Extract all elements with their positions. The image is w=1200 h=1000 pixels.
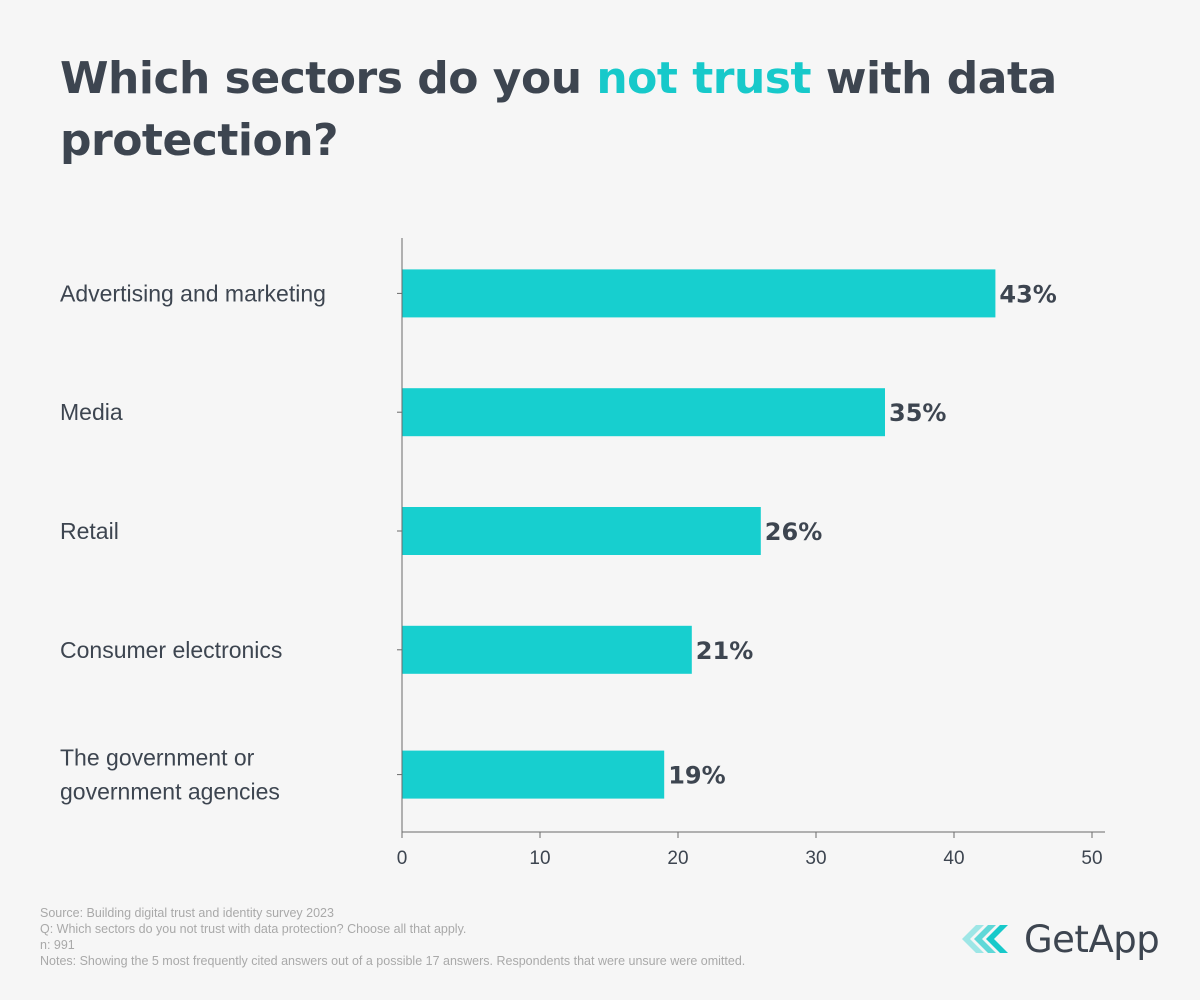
bar-value-label: 43%	[999, 280, 1056, 308]
getapp-logo: GetApp	[962, 916, 1160, 962]
x-tick-label: 10	[529, 848, 550, 869]
footer-question: Q: Which sectors do you not trust with d…	[40, 922, 467, 936]
x-tick-label: 30	[805, 848, 826, 869]
category-label: Retail	[60, 518, 119, 544]
chart-title: Which sectors do you not trust with data…	[60, 48, 1140, 172]
bar-value-label: 21%	[696, 637, 753, 665]
category-labels-layer: Advertising and marketing Media Retail Cons…	[60, 280, 326, 804]
getapp-chevrons-icon	[962, 925, 1008, 953]
bar-value-label: 26%	[765, 518, 822, 546]
title-prefix: Which sectors do you	[60, 53, 597, 104]
bar	[402, 507, 761, 555]
footer-n: n: 991	[40, 938, 75, 952]
category-label: government agencies	[60, 779, 280, 805]
bar	[402, 625, 692, 674]
bar-value-label: 19%	[668, 762, 725, 790]
bar	[402, 269, 996, 318]
bars-layer: 43% 35% 26% 21% 19%	[402, 269, 1057, 799]
footer-notes-text: Notes: Showing the 5 most frequently cit…	[40, 954, 746, 968]
x-tick-label: 40	[943, 848, 964, 869]
x-tick-label: 20	[667, 848, 688, 869]
axis-layer: 0 10 20 30 40 50	[397, 238, 1105, 869]
bar	[402, 388, 885, 437]
bar-value-label: 35%	[889, 399, 946, 427]
footer-source: Source: Building digital trust and ident…	[40, 906, 334, 920]
category-label: Media	[60, 399, 123, 425]
title-highlight: not trust	[596, 53, 812, 104]
bar	[402, 750, 665, 799]
category-label: Advertising and marketing	[60, 280, 326, 306]
x-tick-label: 50	[1081, 848, 1102, 869]
title-suffix: with data protection?	[60, 53, 1057, 166]
category-label: The government or	[60, 745, 255, 771]
footer-notes: Source: Building digital trust and ident…	[40, 905, 745, 969]
bar-chart: 43% 35% 26% 21% 19% Advertising and marketin…	[60, 238, 1105, 869]
logo-text: GetApp	[1024, 917, 1160, 961]
category-label: Consumer electronics	[60, 637, 282, 663]
x-tick-label: 0	[397, 848, 408, 869]
